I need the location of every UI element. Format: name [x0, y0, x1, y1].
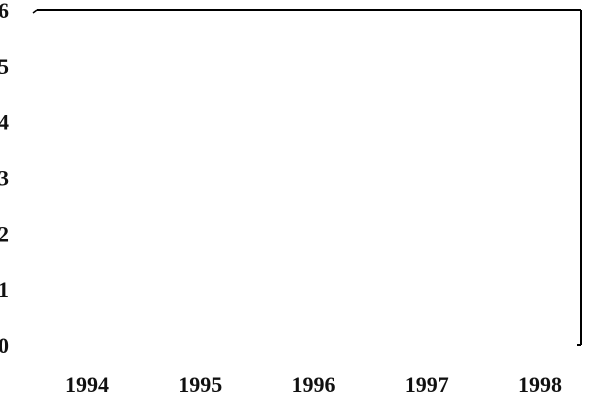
x-tick-label: 1996 [292, 372, 336, 397]
y-tick-labels: 0 1 2 3 4 5 6 [0, 0, 9, 358]
y-tick-label: 4 [0, 110, 9, 135]
x-tick-labels: 1994 1995 1996 1997 1998 [65, 372, 562, 397]
x-tick-label: 1994 [65, 372, 109, 397]
y-tick-label: 1 [0, 277, 9, 302]
y-tick-label: 5 [0, 54, 9, 79]
plot-top-left-corner [32, 9, 38, 14]
y-tick-label: 2 [0, 221, 9, 246]
y-tick-label: 0 [0, 333, 9, 358]
plot-area [32, 9, 582, 346]
y-tick-label: 6 [0, 0, 9, 23]
x-tick-label: 1997 [405, 372, 449, 397]
x-tick-label: 1998 [518, 372, 562, 397]
x-tick-label: 1995 [178, 372, 222, 397]
y-tick-label: 3 [0, 166, 9, 191]
